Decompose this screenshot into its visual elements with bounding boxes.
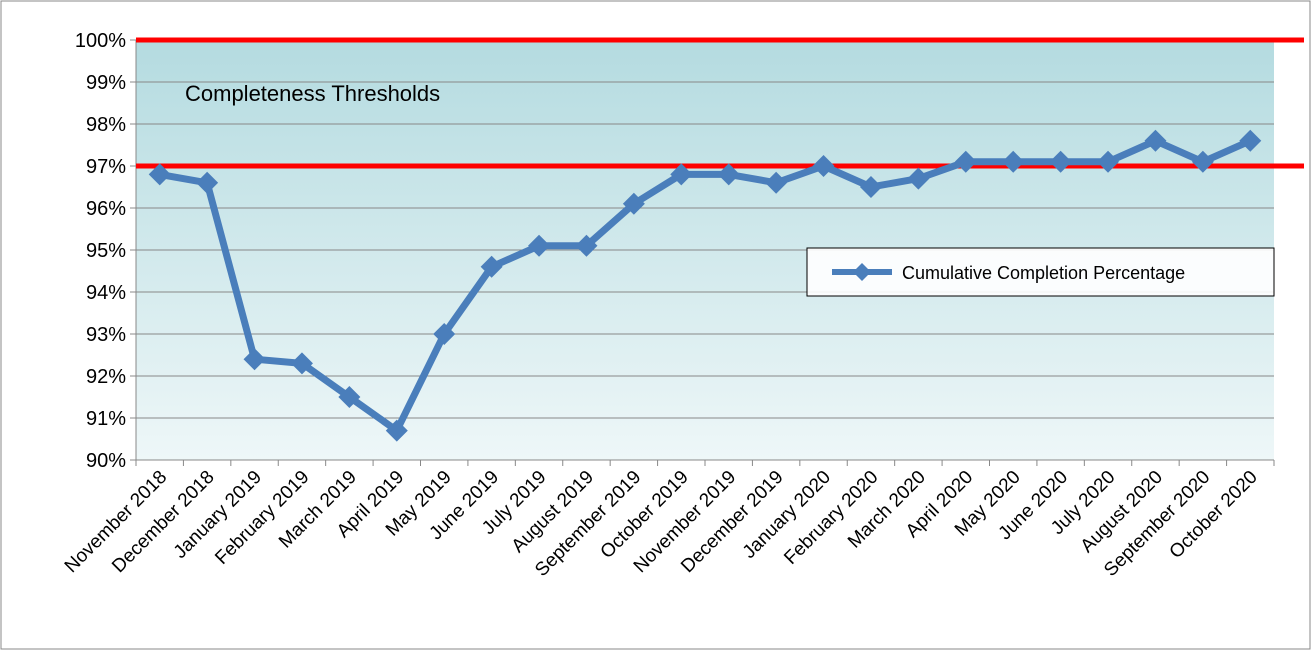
point (575, 234, 598, 257)
point (385, 419, 408, 442)
point (196, 171, 219, 194)
y-tick-label: 100% (75, 30, 126, 52)
point (670, 163, 693, 186)
y-tick-label: 90% (86, 450, 126, 472)
point (859, 176, 882, 198)
y-tick-label: 94% (86, 282, 126, 304)
point (148, 163, 171, 186)
y-tick-label: 97% (86, 156, 126, 178)
point (243, 348, 266, 371)
point (954, 150, 977, 173)
point (290, 352, 313, 375)
legend-label: Cumulative Completion Percentage (902, 263, 1185, 283)
point (1191, 150, 1214, 173)
point (765, 171, 788, 194)
y-tick-label: 99% (86, 72, 126, 94)
point (433, 323, 456, 345)
point (622, 192, 645, 215)
point (717, 163, 740, 186)
point (1144, 129, 1167, 152)
y-tick-label: 93% (86, 324, 126, 346)
legend-marker (853, 263, 871, 281)
y-tick-label: 91% (86, 408, 126, 430)
y-tick-label: 92% (86, 366, 126, 388)
point (1002, 150, 1025, 173)
point (1239, 129, 1262, 152)
point (338, 386, 361, 408)
point (1097, 150, 1120, 173)
point (907, 167, 930, 190)
point (812, 155, 835, 177)
point (1049, 150, 1072, 173)
point (528, 234, 551, 257)
y-tick-label: 95% (86, 240, 126, 262)
annotation: Completeness Thresholds (185, 81, 440, 106)
point (480, 255, 503, 278)
y-tick-label: 96% (86, 198, 126, 220)
y-tick-label: 98% (86, 114, 126, 136)
